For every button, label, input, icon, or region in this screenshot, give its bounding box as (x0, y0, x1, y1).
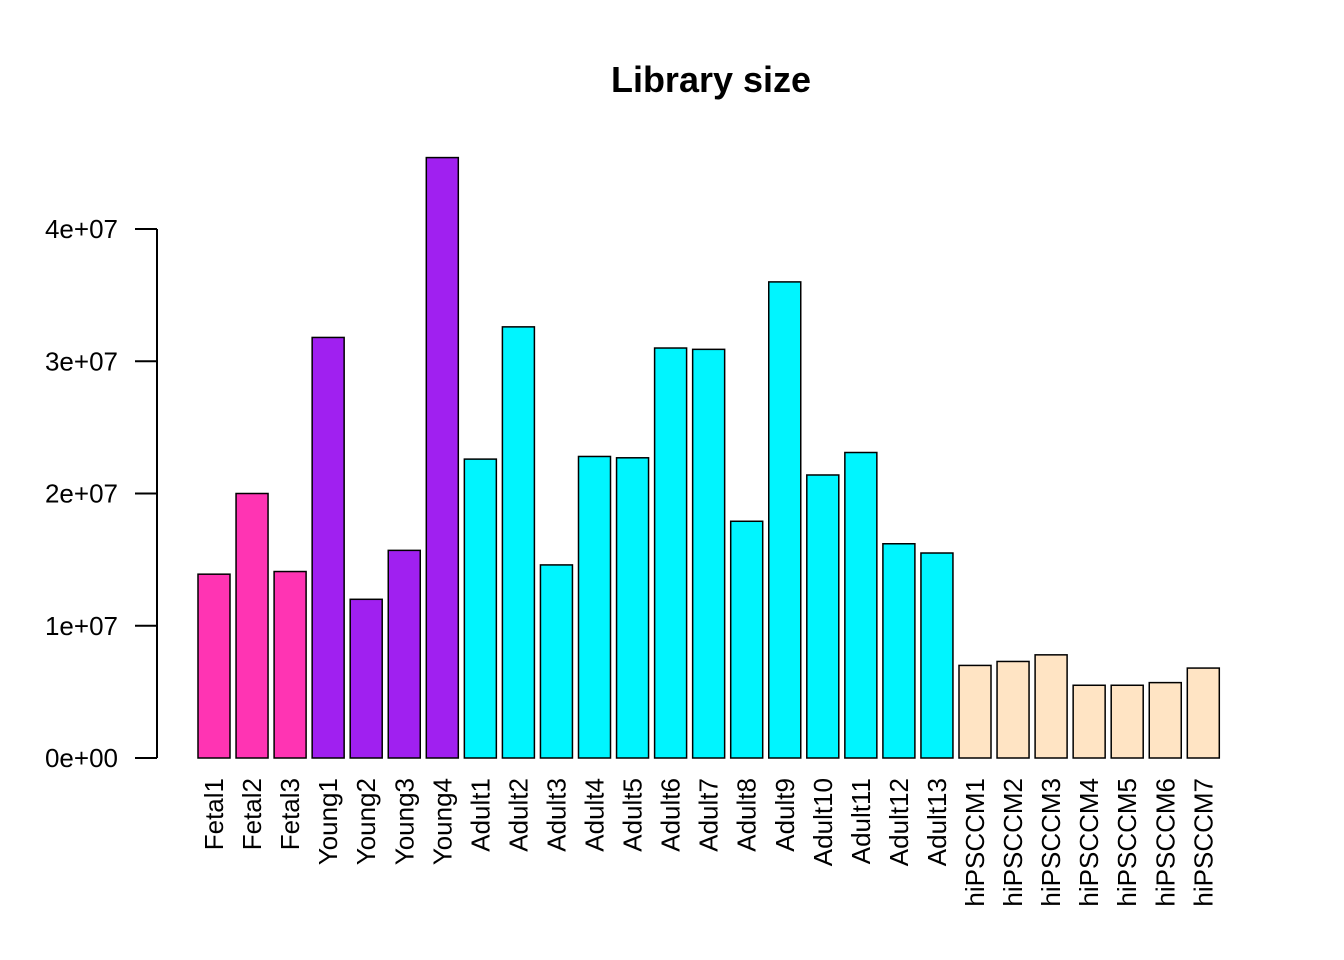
bar-adult12 (882, 543, 916, 759)
bar-adult4 (577, 455, 612, 759)
bar-hipsccm4 (1072, 684, 1106, 759)
bar-young4 (425, 156, 460, 759)
bar-adult5 (615, 457, 650, 759)
x-tick-label: Adult7 (694, 778, 724, 852)
bar-hipsccm7 (1186, 667, 1221, 759)
bar-young2 (349, 598, 383, 759)
y-axis: 0e+00 1e+07 2e+07 3e+07 4e+07 (45, 214, 158, 773)
bar-hipsccm2 (996, 660, 1030, 759)
bar-hipsccm5 (1110, 684, 1144, 759)
y-tick-label: 0e+00 (45, 743, 118, 773)
y-tick-label: 2e+07 (45, 479, 118, 509)
x-tick-label: Adult8 (732, 778, 762, 852)
x-tick-label: Adult1 (465, 778, 495, 852)
x-tick-label: Adult4 (580, 778, 610, 852)
bar-adult8 (729, 520, 764, 759)
y-tick-label: 3e+07 (45, 346, 118, 376)
bar-adult10 (806, 474, 840, 759)
x-tick-label: Young4 (427, 778, 457, 865)
x-tick-label: Adult5 (618, 778, 648, 852)
bar-young3 (387, 549, 421, 759)
chart-title: Library size (611, 59, 811, 100)
x-tick-label: Fetal3 (275, 778, 305, 850)
bar-adult1 (463, 458, 498, 759)
y-tick-label: 4e+07 (45, 214, 118, 244)
bar-adult13 (920, 552, 954, 759)
x-tick-label: Adult10 (808, 778, 838, 866)
bar-fetal2 (235, 492, 269, 759)
x-tick-label: hiPSCCM5 (1112, 778, 1142, 907)
y-tick-label: 1e+07 (45, 611, 118, 641)
x-tick-label: hiPSCCM1 (960, 778, 990, 907)
bar-hipsccm3 (1034, 654, 1068, 759)
x-tick-label: Fetal2 (237, 778, 267, 850)
x-axis-labels: Fetal1 Fetal2 Fetal3 Young1 Young2 Young3 Youn… (199, 778, 1218, 907)
x-tick-label: Adult11 (846, 778, 876, 864)
bar-adult2 (501, 326, 536, 759)
x-tick-label: Adult13 (922, 778, 952, 866)
bar-fetal1 (197, 573, 231, 759)
x-tick-label: Adult2 (503, 778, 533, 852)
x-tick-label: Adult9 (770, 778, 800, 852)
x-tick-label: Adult6 (656, 778, 686, 852)
bar-young1 (311, 336, 345, 759)
x-tick-label: hiPSCCM3 (1036, 778, 1066, 907)
bar-adult6 (653, 347, 688, 759)
bar-adult11 (844, 451, 878, 759)
bar-hipsccm1 (958, 664, 992, 759)
x-tick-label: hiPSCCM6 (1150, 778, 1180, 907)
x-tick-label: hiPSCCM2 (998, 778, 1028, 907)
x-tick-label: Young3 (389, 778, 419, 865)
x-tick-label: Adult3 (541, 778, 571, 852)
x-tick-label: Fetal1 (199, 778, 229, 850)
x-tick-label: Young1 (313, 778, 343, 865)
bar-adult3 (539, 564, 574, 759)
bar-adult7 (691, 348, 726, 759)
bar-fetal3 (273, 570, 307, 759)
x-tick-label: Adult12 (884, 778, 914, 866)
bar-adult9 (768, 281, 802, 759)
x-tick-label: Young2 (351, 778, 381, 865)
x-tick-label: hiPSCCM4 (1074, 778, 1104, 907)
bars (197, 156, 1221, 759)
x-tick-label: hiPSCCM7 (1188, 778, 1218, 907)
bar-hipsccm6 (1148, 681, 1182, 759)
